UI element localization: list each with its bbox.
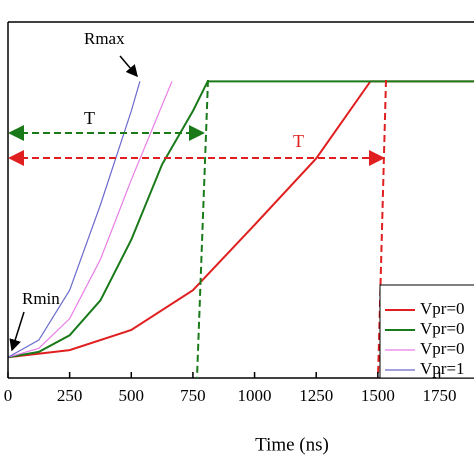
legend <box>379 284 474 379</box>
x-tick-label: 0 <box>4 386 13 405</box>
annotation: T <box>84 108 95 128</box>
x-tick-label: 1500 <box>361 386 395 405</box>
annotation: Rmax <box>84 29 125 48</box>
x-tick-label: 500 <box>119 386 145 405</box>
x-tick-label: 1000 <box>238 386 272 405</box>
x-axis-label: Time (ns) <box>255 434 329 455</box>
legend-label: Vpr=0 <box>420 299 465 318</box>
x-tick-label: 1250 <box>299 386 333 405</box>
x-tick-label: 250 <box>57 386 83 405</box>
legend-label: Vpr=0 <box>420 339 465 358</box>
pointer-arrow <box>9 311 25 352</box>
series-line <box>7 80 474 359</box>
legend-label: Vpr=1 <box>420 359 465 378</box>
x-tick-label: 1750 <box>422 386 456 405</box>
guide-line <box>196 79 209 379</box>
pointer-arrow <box>119 55 138 78</box>
series-line <box>7 81 141 358</box>
series-line <box>7 80 474 359</box>
annotation: T <box>293 131 304 151</box>
x-tick-label: 750 <box>180 386 206 405</box>
annotation: Rmin <box>22 289 60 308</box>
legend-label: Vpr=0 <box>420 319 465 338</box>
guide-line <box>377 79 387 379</box>
